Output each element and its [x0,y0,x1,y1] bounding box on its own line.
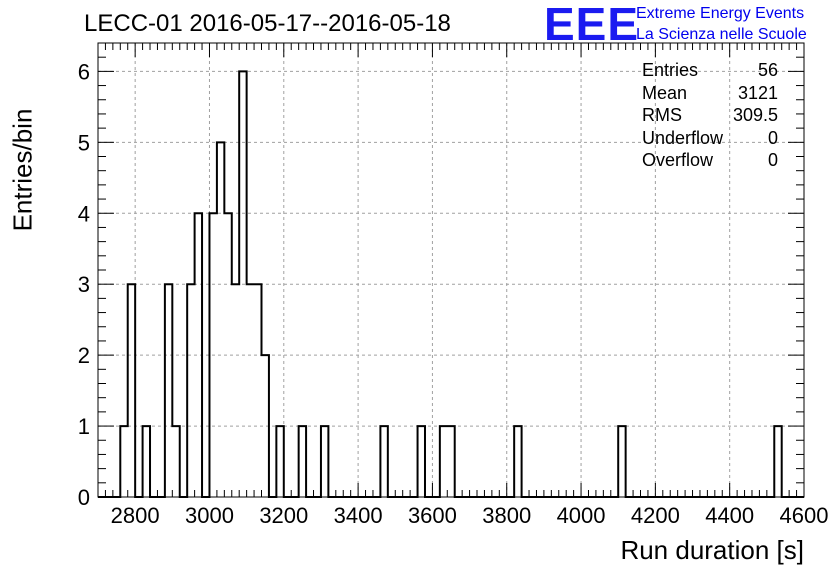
x-tick-label: 2800 [111,503,160,528]
histogram-bin [254,284,261,497]
stats-label: Underflow [642,127,724,148]
histogram-bin [239,71,246,497]
histogram-bin [217,142,224,497]
histogram-bin [172,426,179,497]
histogram-bin [247,284,254,497]
stats-label: Mean [642,82,688,103]
histogram-bin [618,426,625,497]
histogram-bin [380,426,387,497]
stats-row-overflow: Overflow 0 [642,150,780,173]
histogram-bin [276,426,283,497]
y-axis-label-box: Entries/bin [6,108,40,232]
stats-row-entries: Entries 56 [642,60,780,83]
histogram-bin [143,426,150,497]
histogram-bin [187,284,194,497]
stats-row-mean: Mean 3121 [642,83,780,106]
stats-row-underflow: Underflow 0 [642,128,780,151]
y-tick-label: 0 [78,485,90,510]
histogram-bin [165,284,172,497]
y-tick-label: 2 [78,343,90,368]
stats-label: Entries [642,60,699,80]
x-tick-label: 4600 [780,503,829,528]
eee-logo: EEE Extreme Energy Events La Scienza nel… [544,0,834,50]
y-tick-label: 4 [78,201,90,226]
chart-title: LECC-01 2016-05-17--2016-05-18 [84,10,451,37]
x-tick-label: 3400 [334,503,383,528]
x-tick-label: 3600 [408,503,457,528]
stats-value: 0 [767,150,778,170]
histogram-bin [321,426,328,497]
y-tick-label: 3 [78,272,90,297]
x-tick-label: 4400 [705,503,754,528]
x-tick-label: 3000 [185,503,234,528]
x-axis-label: Run duration [s] [620,535,804,565]
y-tick-label: 6 [78,59,90,84]
x-tick-label: 4000 [557,503,606,528]
x-tick-label: 3800 [482,503,531,528]
histogram-bin [195,213,202,497]
stats-value: 56 [757,60,778,80]
x-tick-label: 3200 [259,503,308,528]
histogram-bin [209,213,216,497]
stats-label: Overflow [642,150,714,170]
histogram-bin [440,426,447,497]
histogram-bin [224,213,231,497]
histogram-bin [261,355,268,497]
stats-value: 3121 [737,82,778,103]
histogram-bin [418,426,425,497]
y-axis-label: Entries/bin [7,108,38,232]
axis-ticks [97,42,805,498]
histogram-bin [128,284,135,497]
histogram-bin [514,426,521,497]
eee-logo-mark: EEE [544,0,640,50]
stats-value: 309.5 [732,105,778,125]
logo-line-1: Extreme Energy Events [636,5,805,22]
stats-row-rms: RMS 309.5 [642,105,780,128]
y-tick-label: 1 [78,414,90,439]
y-tick-label: 5 [78,130,90,155]
histogram-bin [232,284,239,497]
histogram-bin [447,426,454,497]
tick-labels: 2800 3000 3200 3400 3600 3800 4000 4200 4400 4600… [78,59,829,528]
histogram-bin [299,426,306,497]
logo-line-2: La Scienza nelle Scuole [636,26,807,43]
histogram-bin [774,426,781,497]
stats-value: 0 [767,127,778,148]
stats-label: RMS [642,105,682,125]
histogram-bin [120,426,127,497]
stats-box: Entries 56 Mean 3121 RMS 309.5 Underflow 0 O… [642,60,780,173]
x-tick-label: 4200 [631,503,680,528]
